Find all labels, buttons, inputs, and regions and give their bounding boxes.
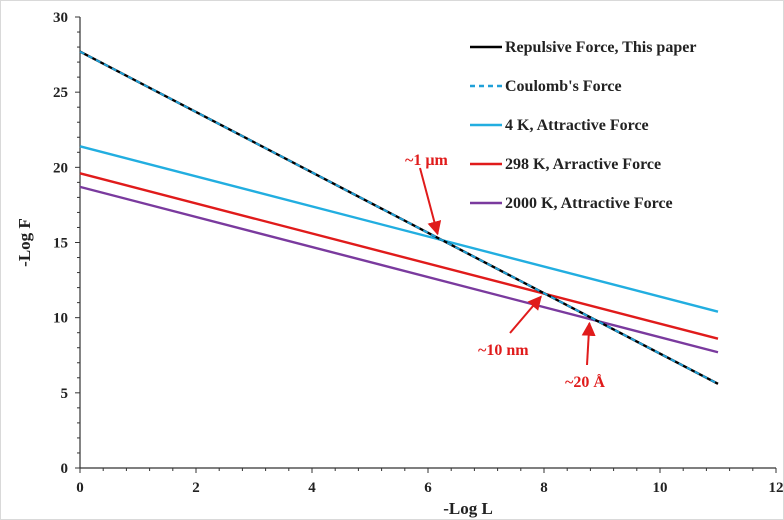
x-tick-label: 10 (653, 480, 668, 496)
annotation-10nm: ~10 nm (478, 342, 529, 359)
series-line-2 (79, 145, 719, 313)
annotation-20A: ~20 Å (565, 373, 605, 391)
x-tick-label: 8 (540, 480, 548, 496)
y-tick-label: 20 (53, 160, 68, 176)
y-ticks: 0 5 10 15 20 25 30 (53, 10, 80, 477)
x-tick-label: 12 (769, 480, 784, 496)
legend: Repulsive Force, This paper Coulomb's For… (470, 39, 696, 212)
series-layer (79, 50, 719, 385)
x-tick-label: 6 (424, 480, 432, 496)
annotation-layer: ~1 µm ~10 nm ~20 Å (405, 152, 605, 391)
legend-label-4: 2000 K, Attractive Force (505, 195, 673, 212)
series-line-3 (79, 172, 719, 340)
y-tick-label: 30 (53, 10, 68, 26)
y-axis-title: -Log F (15, 218, 34, 267)
x-tick-label: 2 (192, 480, 200, 496)
annotation-1um: ~1 µm (405, 152, 449, 169)
y-tick-label: 25 (53, 85, 68, 101)
y-tick-label: 10 (53, 311, 68, 327)
legend-label-2: 4 K, Attractive Force (505, 117, 649, 134)
x-tick-label: 0 (76, 480, 84, 496)
y-tick-label: 15 (53, 236, 68, 252)
annotation-arrow-20A (581, 321, 596, 366)
annotation-arrow-10nm (509, 295, 542, 334)
legend-label-1: Coulomb's Force (505, 78, 622, 95)
series-line-4 (79, 185, 719, 354)
series-line-1 (79, 50, 719, 385)
x-ticks: 0 2 4 6 8 10 12 (76, 468, 784, 496)
x-axis-title: -Log L (443, 499, 493, 518)
y-tick-label: 5 (61, 386, 69, 402)
legend-label-0: Repulsive Force, This paper (505, 39, 696, 56)
x-tick-label: 4 (308, 480, 316, 496)
y-tick-label: 0 (61, 461, 69, 477)
legend-label-3: 298 K, Arractive Force (505, 156, 661, 173)
annotation-arrow-1um (419, 167, 442, 236)
